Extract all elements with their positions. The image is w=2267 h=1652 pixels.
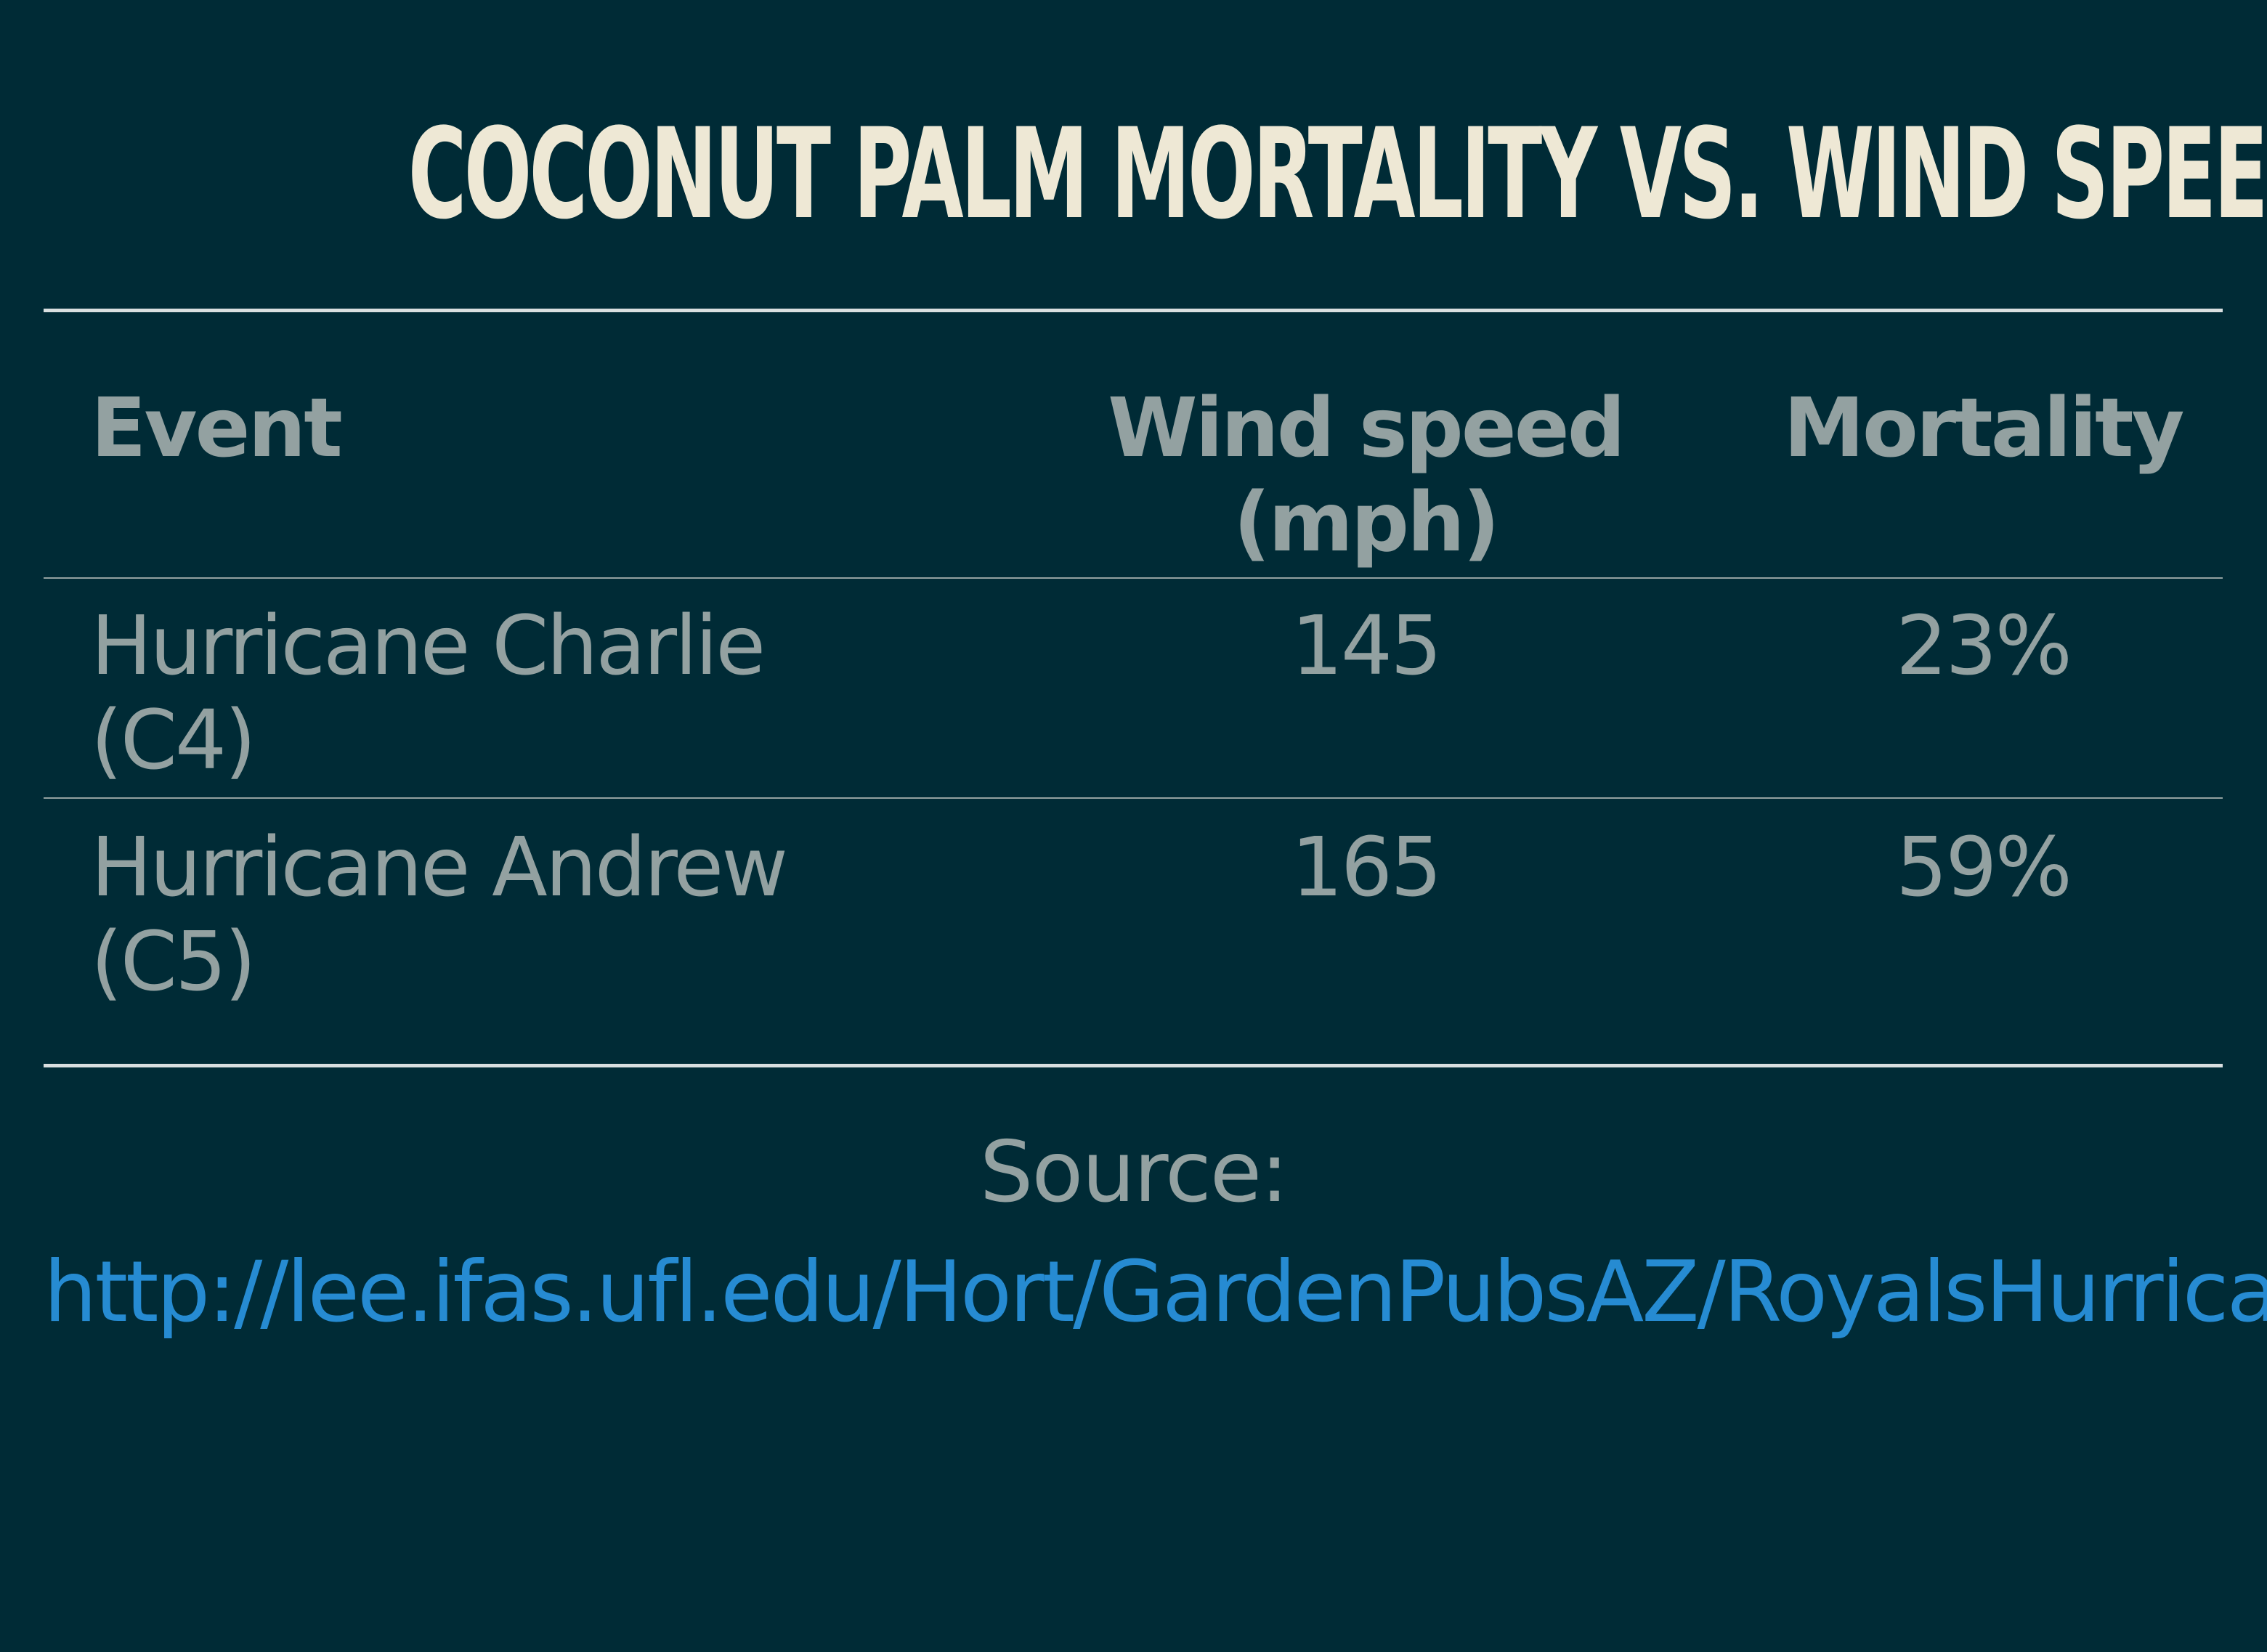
header-wind-speed-line2: (mph) bbox=[1233, 476, 1500, 570]
table-row-rule bbox=[44, 797, 2223, 799]
row-2-event-line1: Hurricane Andrew bbox=[91, 821, 788, 915]
header-mortality: Mortality bbox=[1783, 381, 2184, 476]
row-2-event: Hurricane Andrew (C5) bbox=[91, 821, 788, 1009]
header-wind-speed-line1: Wind speed bbox=[1108, 381, 1626, 476]
header-event: Event bbox=[91, 381, 343, 476]
row-1-event: Hurricane Charlie (C4) bbox=[91, 599, 766, 788]
row-1-event-line2: (C4) bbox=[91, 693, 256, 788]
table-bottom-rule bbox=[44, 1064, 2223, 1067]
row-2-mortality: 59% bbox=[1896, 821, 2072, 915]
row-2-wind-speed: 165 bbox=[1291, 821, 1443, 915]
table-top-rule bbox=[44, 309, 2223, 312]
table-header-rule bbox=[44, 577, 2223, 579]
row-1-mortality: 23% bbox=[1896, 599, 2072, 693]
header-wind-speed: Wind speed (mph) bbox=[1039, 381, 1692, 570]
row-2-event-line2: (C5) bbox=[91, 915, 256, 1009]
row-1-wind-speed: 145 bbox=[1291, 599, 1443, 693]
source-label: Source: bbox=[979, 1123, 1289, 1221]
row-1-event-line1: Hurricane Charlie bbox=[91, 599, 766, 693]
source-link[interactable]: http://lee.ifas.ufl.edu/Hort/GardenPubsA… bbox=[44, 1245, 2267, 1340]
slide-title: COCONUT PALM MORTALITY VS. WIND SPEED bbox=[407, 101, 2267, 247]
